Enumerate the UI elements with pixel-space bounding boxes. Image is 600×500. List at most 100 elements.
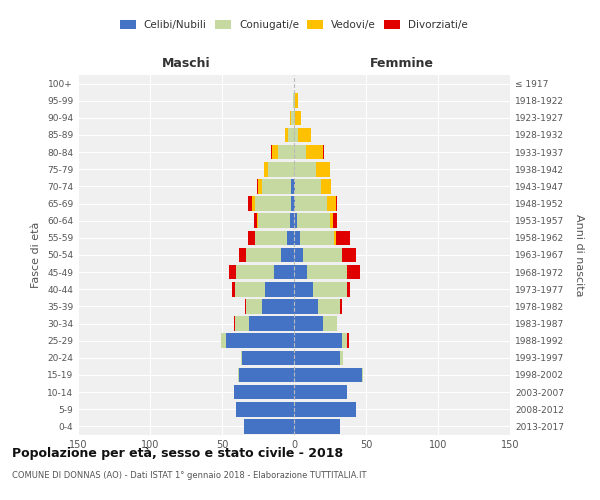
Bar xyxy=(295,179,322,194)
Bar xyxy=(290,110,291,125)
Bar xyxy=(293,94,294,108)
Bar xyxy=(286,128,288,142)
Bar xyxy=(347,282,350,296)
Bar xyxy=(340,299,341,314)
Bar xyxy=(305,145,323,160)
Bar xyxy=(257,214,258,228)
Bar xyxy=(226,334,294,348)
Bar xyxy=(272,145,278,160)
Bar xyxy=(294,214,297,228)
Bar xyxy=(294,230,300,245)
Bar xyxy=(294,248,302,262)
Bar xyxy=(294,402,356,416)
Text: COMUNE DI DONNAS (AO) - Dati ISTAT 1° gennaio 2018 - Elaborazione TUTTITALIA.IT: COMUNE DI DONNAS (AO) - Dati ISTAT 1° ge… xyxy=(12,470,367,480)
Bar xyxy=(294,334,341,348)
Bar xyxy=(295,196,327,211)
Bar xyxy=(319,299,340,314)
Bar xyxy=(262,299,294,314)
Bar xyxy=(262,179,291,194)
Bar xyxy=(294,145,305,160)
Bar xyxy=(294,316,323,331)
Bar xyxy=(281,248,294,262)
Bar xyxy=(239,248,247,262)
Bar xyxy=(294,385,347,400)
Bar xyxy=(302,248,341,262)
Bar xyxy=(294,179,295,194)
Bar xyxy=(336,230,350,245)
Bar xyxy=(255,196,291,211)
Bar xyxy=(341,248,356,262)
Legend: Celibi/Nubili, Coniugati/e, Vedovi/e, Divorziati/e: Celibi/Nubili, Coniugati/e, Vedovi/e, Di… xyxy=(116,16,472,34)
Bar xyxy=(254,214,257,228)
Bar xyxy=(294,299,319,314)
Bar xyxy=(307,265,347,280)
Bar xyxy=(291,179,294,194)
Bar xyxy=(250,316,294,331)
Y-axis label: Anni di nascita: Anni di nascita xyxy=(574,214,584,296)
Text: Popolazione per età, sesso e stato civile - 2018: Popolazione per età, sesso e stato civil… xyxy=(12,448,343,460)
Bar xyxy=(255,230,287,245)
Bar xyxy=(300,230,334,245)
Bar xyxy=(333,214,337,228)
Bar xyxy=(274,265,294,280)
Text: Maschi: Maschi xyxy=(161,57,211,70)
Bar xyxy=(336,196,337,211)
Bar xyxy=(245,299,247,314)
Bar xyxy=(236,265,274,280)
Bar xyxy=(247,299,262,314)
Bar xyxy=(271,145,272,160)
Bar xyxy=(264,162,268,176)
Bar xyxy=(347,334,349,348)
Bar xyxy=(241,350,242,365)
Bar xyxy=(248,230,255,245)
Y-axis label: Fasce di età: Fasce di età xyxy=(31,222,41,288)
Bar xyxy=(322,179,331,194)
Bar xyxy=(291,196,294,211)
Bar xyxy=(294,419,340,434)
Bar xyxy=(265,282,294,296)
Bar xyxy=(257,179,258,194)
Bar xyxy=(258,214,290,228)
Bar xyxy=(221,334,226,348)
Bar xyxy=(313,282,347,296)
Bar xyxy=(362,368,363,382)
Bar xyxy=(278,145,294,160)
Bar xyxy=(295,94,298,108)
Bar xyxy=(294,110,295,125)
Text: Femmine: Femmine xyxy=(370,57,434,70)
Bar xyxy=(252,196,255,211)
Bar xyxy=(334,230,336,245)
Bar xyxy=(327,196,336,211)
Bar xyxy=(238,368,239,382)
Bar xyxy=(294,350,340,365)
Bar xyxy=(323,145,324,160)
Bar xyxy=(242,350,294,365)
Bar xyxy=(330,214,333,228)
Bar xyxy=(297,214,330,228)
Bar xyxy=(294,282,313,296)
Bar xyxy=(294,368,362,382)
Bar xyxy=(340,350,343,365)
Bar xyxy=(258,179,262,194)
Bar xyxy=(248,196,252,211)
Bar xyxy=(233,316,235,331)
Bar xyxy=(290,214,294,228)
Bar xyxy=(247,248,281,262)
Bar xyxy=(298,128,311,142)
Bar xyxy=(239,368,294,382)
Bar xyxy=(294,162,316,176)
Bar xyxy=(294,265,307,280)
Bar xyxy=(268,162,294,176)
Bar xyxy=(232,282,235,296)
Bar xyxy=(294,128,298,142)
Bar xyxy=(235,316,250,331)
Bar xyxy=(341,334,347,348)
Bar xyxy=(295,110,301,125)
Bar xyxy=(244,419,294,434)
Bar xyxy=(316,162,330,176)
Bar xyxy=(294,94,295,108)
Bar xyxy=(233,385,294,400)
Bar xyxy=(235,282,265,296)
Bar xyxy=(287,230,294,245)
Bar xyxy=(294,196,295,211)
